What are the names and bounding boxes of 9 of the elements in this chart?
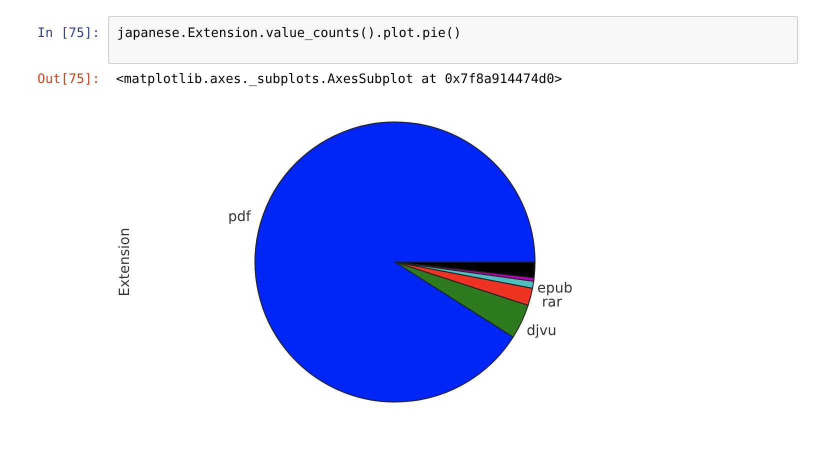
text: In [75]: bbox=[36, 25, 101, 41]
text: japanese.Extension.value_counts().plot.pie() bbox=[108, 16, 798, 64]
slice-label: rar bbox=[542, 294, 562, 310]
slice-label: epub bbox=[537, 280, 573, 296]
slice-label: pdf bbox=[228, 208, 252, 225]
slice-label: djvu bbox=[526, 322, 557, 339]
text: Out[75]: bbox=[36, 72, 101, 87]
text: <matplotlib.axes._subplots.AxesSubplot at 0x7f8a914474d0> bbox=[115, 72, 562, 87]
text: Extension bbox=[117, 228, 133, 296]
